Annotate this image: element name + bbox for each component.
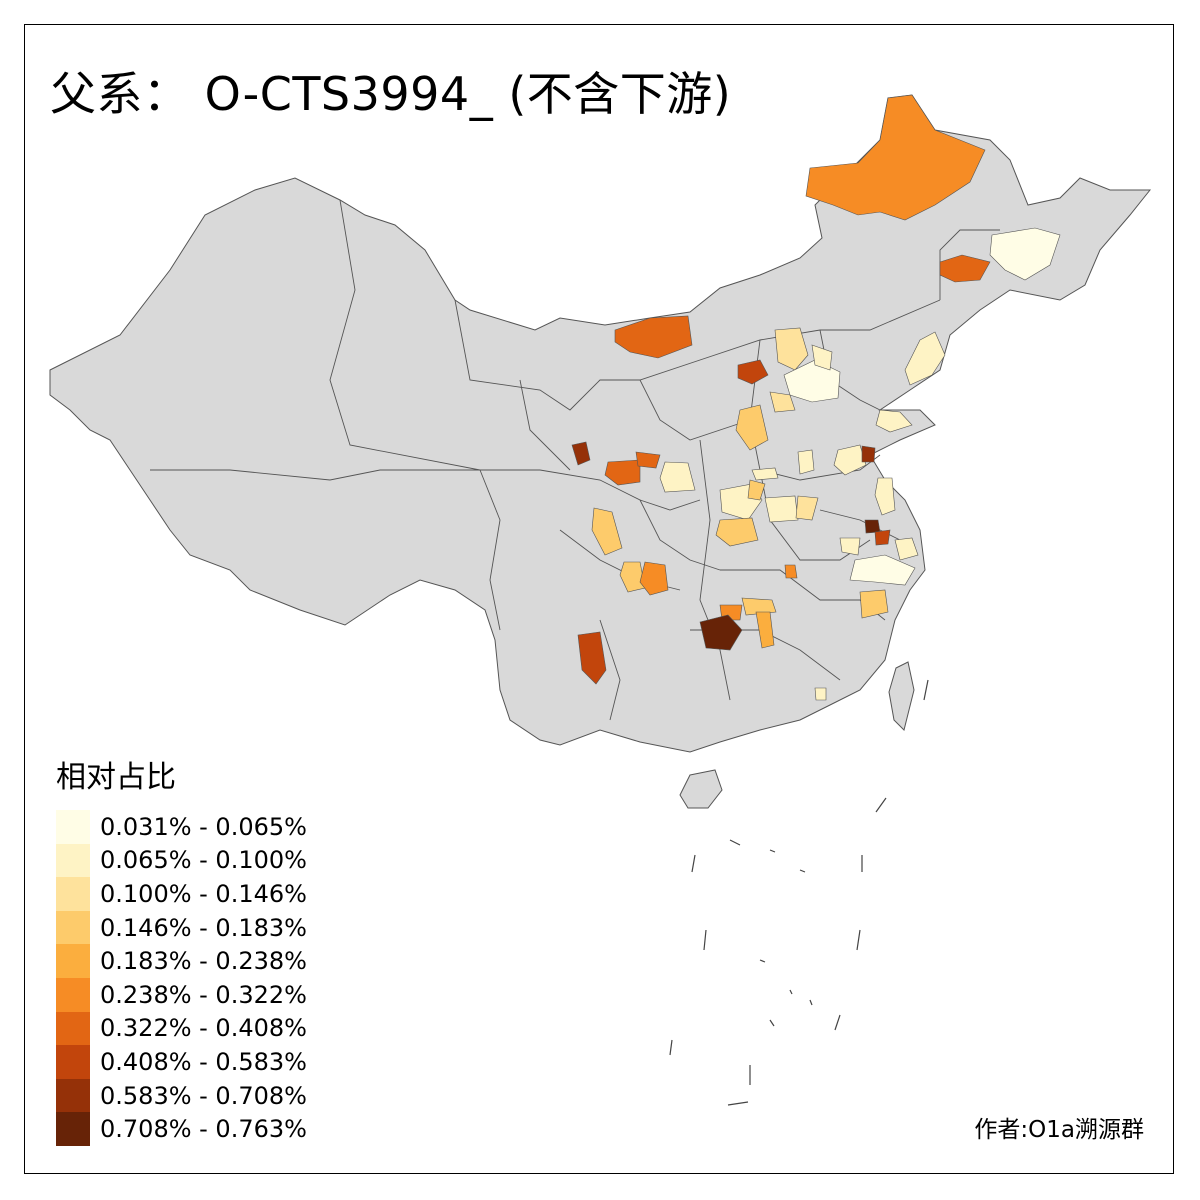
taiwan-island (888, 661, 915, 731)
region-guizhou-dark (699, 614, 743, 651)
region-shandong-east (875, 409, 913, 433)
author-credit: 作者:O1a溯源群 (974, 1117, 1144, 1143)
region-shandong-dark (861, 445, 876, 463)
mainland-china (49, 94, 1152, 753)
region-hulunbuir (805, 94, 986, 221)
region-jiangsu-dark (864, 519, 881, 534)
region-jiangsu-2 (874, 529, 891, 546)
legend-label: 0.183% - 0.238% (100, 947, 307, 976)
map-title: 父系： O-CTS3994_ (不含下游) (50, 67, 732, 121)
legend-item: 0.408% - 0.583% (56, 1045, 307, 1079)
legend-label: 0.708% - 0.763% (100, 1115, 307, 1144)
legend-label: 0.031% - 0.065% (100, 812, 307, 841)
region-henan (751, 467, 779, 481)
region-jiangsu (874, 477, 896, 516)
legend-label: 0.065% - 0.100% (100, 846, 307, 875)
colored-regions (571, 94, 1061, 701)
legend-swatch (56, 1045, 90, 1079)
region-anhui (764, 495, 799, 523)
legend: 相对占比 0.031% - 0.065% 0.065% - 0.100% 0.100… (56, 752, 307, 1146)
legend-swatch (56, 910, 90, 945)
region-shaanxi (659, 461, 696, 493)
legend-label: 0.238% - 0.322% (100, 980, 307, 1009)
legend-item: 0.583% - 0.708% (56, 1078, 307, 1113)
region-anhui-2 (795, 495, 819, 521)
legend-item: 0.183% - 0.238% (56, 944, 307, 978)
region-hubei (715, 517, 759, 547)
region-sichuan-west (591, 507, 623, 556)
legend-label: 0.146% - 0.183% (100, 913, 307, 942)
legend-swatch (56, 810, 90, 844)
legend-swatch (56, 843, 90, 878)
legend-swatch (56, 1078, 90, 1113)
legend-item: 0.031% - 0.065% (56, 810, 307, 844)
legend-swatch (56, 944, 90, 978)
region-gansu-dark (571, 441, 591, 466)
legend-label: 0.408% - 0.583% (100, 1047, 307, 1076)
region-mongolia-west (614, 315, 693, 359)
region-shandong (833, 444, 867, 476)
legend-rows: 0.031% - 0.065% 0.065% - 0.100% 0.100% - 0… (56, 810, 307, 1146)
region-anhui-south (839, 537, 861, 556)
region-yunnan (577, 631, 607, 685)
legend-label: 0.100% - 0.146% (100, 879, 307, 908)
region-hunan-3 (755, 611, 775, 649)
region-gansu-2 (604, 459, 641, 486)
legend-item: 0.065% - 0.100% (56, 843, 307, 878)
region-shanxi-mid (769, 391, 796, 413)
region-fujian (859, 589, 889, 619)
legend-swatch (56, 1011, 90, 1046)
legend-label: 0.322% - 0.408% (100, 1014, 307, 1043)
region-heilongjiang-light (989, 227, 1061, 281)
region-shanxi-north (737, 359, 769, 385)
legend-swatch (56, 977, 90, 1012)
region-chongqing (639, 561, 669, 596)
region-zhejiang (849, 554, 916, 586)
legend-item: 0.322% - 0.408% (56, 1011, 307, 1046)
legend-swatch (56, 877, 90, 911)
hainan-island (679, 769, 723, 809)
region-liaoning (904, 331, 946, 386)
legend-swatch (56, 1112, 90, 1146)
region-henan-3 (747, 479, 766, 501)
legend-label: 0.583% - 0.708% (100, 1081, 307, 1110)
south-china-sea-islands (669, 679, 929, 1106)
legend-item: 0.708% - 0.763% (56, 1112, 307, 1146)
region-shanghai-area (894, 537, 919, 561)
legend-item: 0.146% - 0.183% (56, 910, 307, 945)
legend-item: 0.100% - 0.146% (56, 877, 307, 911)
legend-item: 0.238% - 0.322% (56, 977, 307, 1012)
region-ningxia (635, 451, 661, 469)
region-hebei-2 (811, 344, 833, 371)
region-sichuan (619, 561, 646, 593)
region-hinggan (939, 254, 991, 283)
region-shanxi-south (735, 404, 769, 451)
region-guangdong (814, 687, 827, 701)
region-henan-north (797, 449, 815, 475)
region-hunan-small (784, 564, 798, 579)
region-hebei-north (774, 327, 809, 371)
region-hunan (741, 597, 777, 616)
legend-title: 相对占比 (56, 760, 176, 795)
